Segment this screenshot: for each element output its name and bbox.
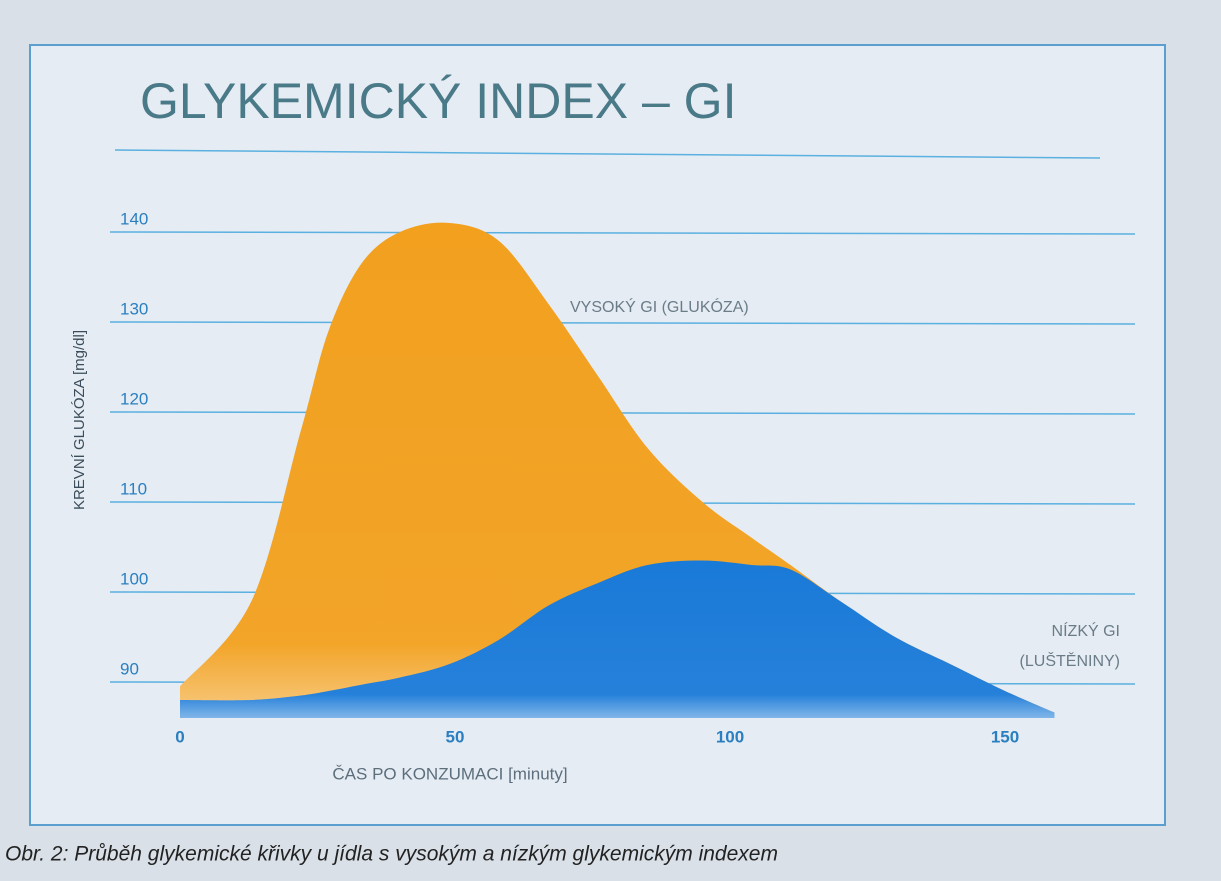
- x-axis-label: ČAS PO KONZUMACI [minuty]: [332, 764, 567, 783]
- y-tick-label: 130: [120, 299, 148, 318]
- title-rule: [114, 149, 1101, 159]
- annotation: VYSOKÝ GI (GLUKÓZA): [570, 297, 749, 316]
- x-tick-label: 100: [716, 727, 744, 746]
- grid-line: [109, 231, 1136, 235]
- grid-line: [109, 411, 1136, 415]
- y-tick-label: 120: [120, 389, 148, 408]
- x-tick-label: 0: [175, 727, 184, 746]
- grid-line: [109, 321, 1136, 325]
- y-tick-label: 110: [120, 479, 147, 498]
- y-tick-label: 90: [120, 659, 139, 678]
- x-tick-label: 150: [991, 727, 1019, 746]
- x-tick-label: 50: [446, 727, 465, 746]
- area-shade: [180, 560, 1055, 718]
- y-tick-label: 140: [120, 209, 148, 228]
- area-shade: [180, 222, 1055, 718]
- caption: Obr. 2: Průběh glykemické křivky u jídla…: [5, 843, 778, 866]
- y-tick-label: 100: [120, 569, 148, 588]
- y-axis-label: KREVNÍ GLUKÓZA [mg/dl]: [71, 330, 88, 510]
- annotation: NÍZKÝ GI: [1052, 621, 1120, 640]
- annotation: (LUŠTĚNINY): [1020, 651, 1120, 670]
- chart-title: GLYKEMICKÝ INDEX – GI: [140, 73, 736, 129]
